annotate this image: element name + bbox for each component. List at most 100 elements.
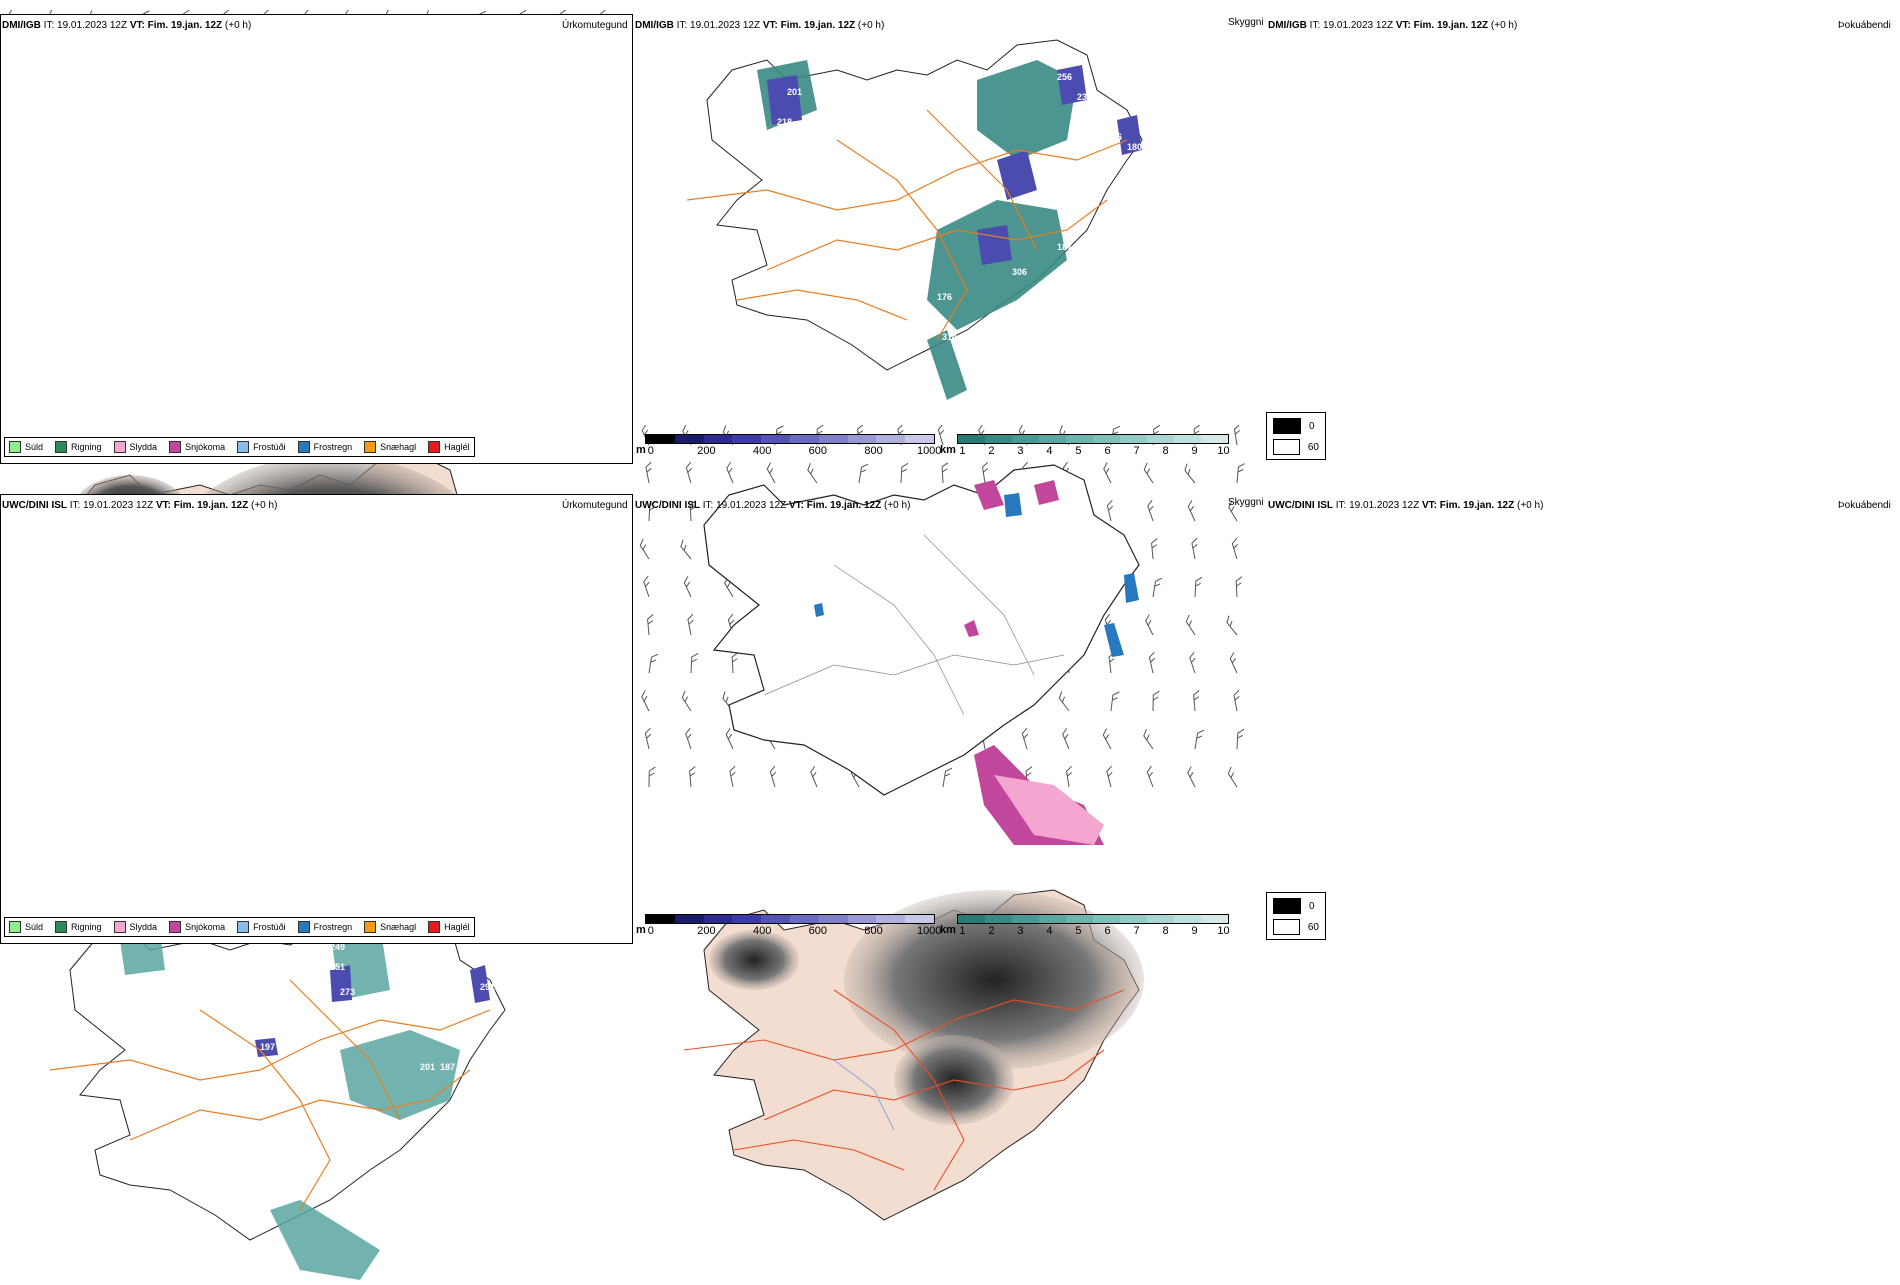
legend-swatch	[237, 441, 250, 453]
precip-type-panel-top	[0, 14, 633, 464]
scale-unit-km-top: km	[940, 444, 956, 456]
scale-segment	[1066, 435, 1093, 443]
scale-segment	[1147, 435, 1174, 443]
vis-label: 201	[787, 87, 802, 97]
wind-barb	[1152, 690, 1161, 712]
wind-barb	[1236, 728, 1245, 750]
legend-swatch	[297, 441, 310, 453]
wind-barb	[1107, 499, 1114, 522]
precip-map-bottom	[640, 423, 1246, 845]
scale-segment	[789, 435, 819, 443]
wind-barb	[643, 575, 651, 598]
wind-barb	[1226, 615, 1238, 636]
visibility-scale-m-top: 0 200 400 600 800 1000	[645, 434, 942, 459]
legend-swatch	[55, 441, 68, 453]
scale-tick-label: 5	[1075, 925, 1082, 937]
legend-swatch	[113, 921, 126, 933]
wind-barb	[1189, 651, 1197, 674]
wind-barb	[645, 727, 652, 750]
legend-item-sleet: Slydda	[113, 441, 157, 453]
scale-tick-label: 1	[959, 445, 966, 457]
wind-barb	[1143, 728, 1154, 750]
scale-tick-label: 7	[1133, 925, 1140, 937]
wind-barb	[1144, 462, 1154, 484]
wind-barb	[686, 461, 693, 484]
vis-label: 180	[1127, 142, 1142, 152]
scale-tick-label: 4	[1046, 925, 1053, 937]
scale-ticks: 0 200 400 600 800 1000	[645, 445, 942, 459]
vis-label: 187	[440, 1062, 455, 1072]
panel-title-visibility: Skyggni	[1228, 497, 1264, 508]
panel-title-precip-type: Úrkomutegund	[562, 20, 628, 31]
freezing-rain-areas	[814, 493, 1140, 657]
wind-barb	[1194, 576, 1203, 598]
header-precip-top: DMI/IGB IT: 19.01.2023 12Z VT: Fim. 19.j…	[2, 20, 252, 31]
wind-barb	[685, 727, 693, 750]
roads	[764, 534, 1065, 716]
scale-segment	[985, 435, 1012, 443]
scale-tick-label: 3	[1017, 445, 1024, 457]
scale-tick-label: 2	[988, 445, 995, 457]
scale-tick-label: 0	[647, 925, 654, 937]
scale-segment	[1201, 915, 1228, 923]
legend-swatch	[364, 921, 377, 933]
forecast-offset: (+0 h)	[224, 20, 252, 31]
vis-label: 208	[140, 1167, 155, 1177]
wind-barb	[1147, 765, 1154, 788]
scale-segment	[761, 915, 790, 923]
header-precip-bottom: UWC/DINI ISL IT: 19.01.2023 12Z VT: Fim.…	[2, 500, 278, 511]
vis-label: 201	[420, 1062, 435, 1072]
scale-segment	[1093, 915, 1120, 923]
scale-segment	[847, 915, 877, 923]
wind-barb	[648, 500, 657, 522]
wind-barb	[682, 690, 692, 712]
wind-barb	[726, 728, 734, 750]
scale-segment	[905, 915, 934, 923]
scale-segment	[703, 435, 733, 443]
wind-barb	[1236, 463, 1246, 484]
scale-tick-label: 200	[697, 925, 716, 937]
scale-ticks: 1 2 3 4 5 6 7 8 9 10	[957, 445, 1229, 459]
scale-tick-label: 6	[1104, 445, 1111, 457]
scale-segment	[1174, 915, 1201, 923]
header-visibility-top: DMI/IGB IT: 19.01.2023 12Z VT: Fim. 19.j…	[635, 20, 885, 31]
scale-segment	[646, 915, 675, 923]
wind-barb	[641, 690, 650, 712]
wind-barb	[938, 423, 945, 446]
fog-swatch-low	[1273, 898, 1301, 914]
wind-barb	[689, 766, 696, 788]
model-name: DMI/IGB	[2, 20, 41, 31]
fog-dark-area	[709, 930, 800, 990]
fog-legend-top: 0 60	[1266, 412, 1326, 460]
scale-bar	[957, 914, 1229, 924]
scale-segment	[1201, 435, 1228, 443]
scale-tick-label: 3	[1017, 925, 1024, 937]
legend-item-drizzle: Súld	[9, 921, 43, 933]
scale-tick-label: 6	[1104, 925, 1111, 937]
fog-swatch-low	[1273, 418, 1301, 434]
vis-label: 314	[942, 332, 957, 342]
legend-swatch	[364, 441, 377, 453]
scale-segment	[905, 435, 934, 443]
scale-unit-m-bottom: m	[636, 924, 646, 936]
scale-segment	[1174, 435, 1201, 443]
wind-barb	[1186, 614, 1196, 636]
wind-barb	[1022, 727, 1029, 750]
scale-segment	[732, 435, 762, 443]
scale-tick-label: 800	[864, 445, 883, 457]
wind-barb	[648, 653, 659, 674]
scale-tick-label: 10	[1217, 445, 1230, 457]
scale-segment	[1120, 435, 1147, 443]
wind-barb	[1062, 727, 1070, 750]
wind-barb	[807, 462, 818, 484]
wind-barb	[1230, 652, 1238, 674]
scale-segment	[646, 435, 675, 443]
legend-swatch	[9, 921, 21, 933]
vis-label: 256	[1057, 72, 1072, 82]
vis-label: 218	[777, 117, 792, 127]
scale-tick-label: 8	[1162, 445, 1169, 457]
wind-barb	[1191, 537, 1199, 560]
wind-barb	[640, 538, 650, 560]
precip-type-legend: Súld Rigning Slydda Snjókoma Frostúði Fr…	[4, 917, 475, 937]
scale-segment	[847, 435, 877, 443]
